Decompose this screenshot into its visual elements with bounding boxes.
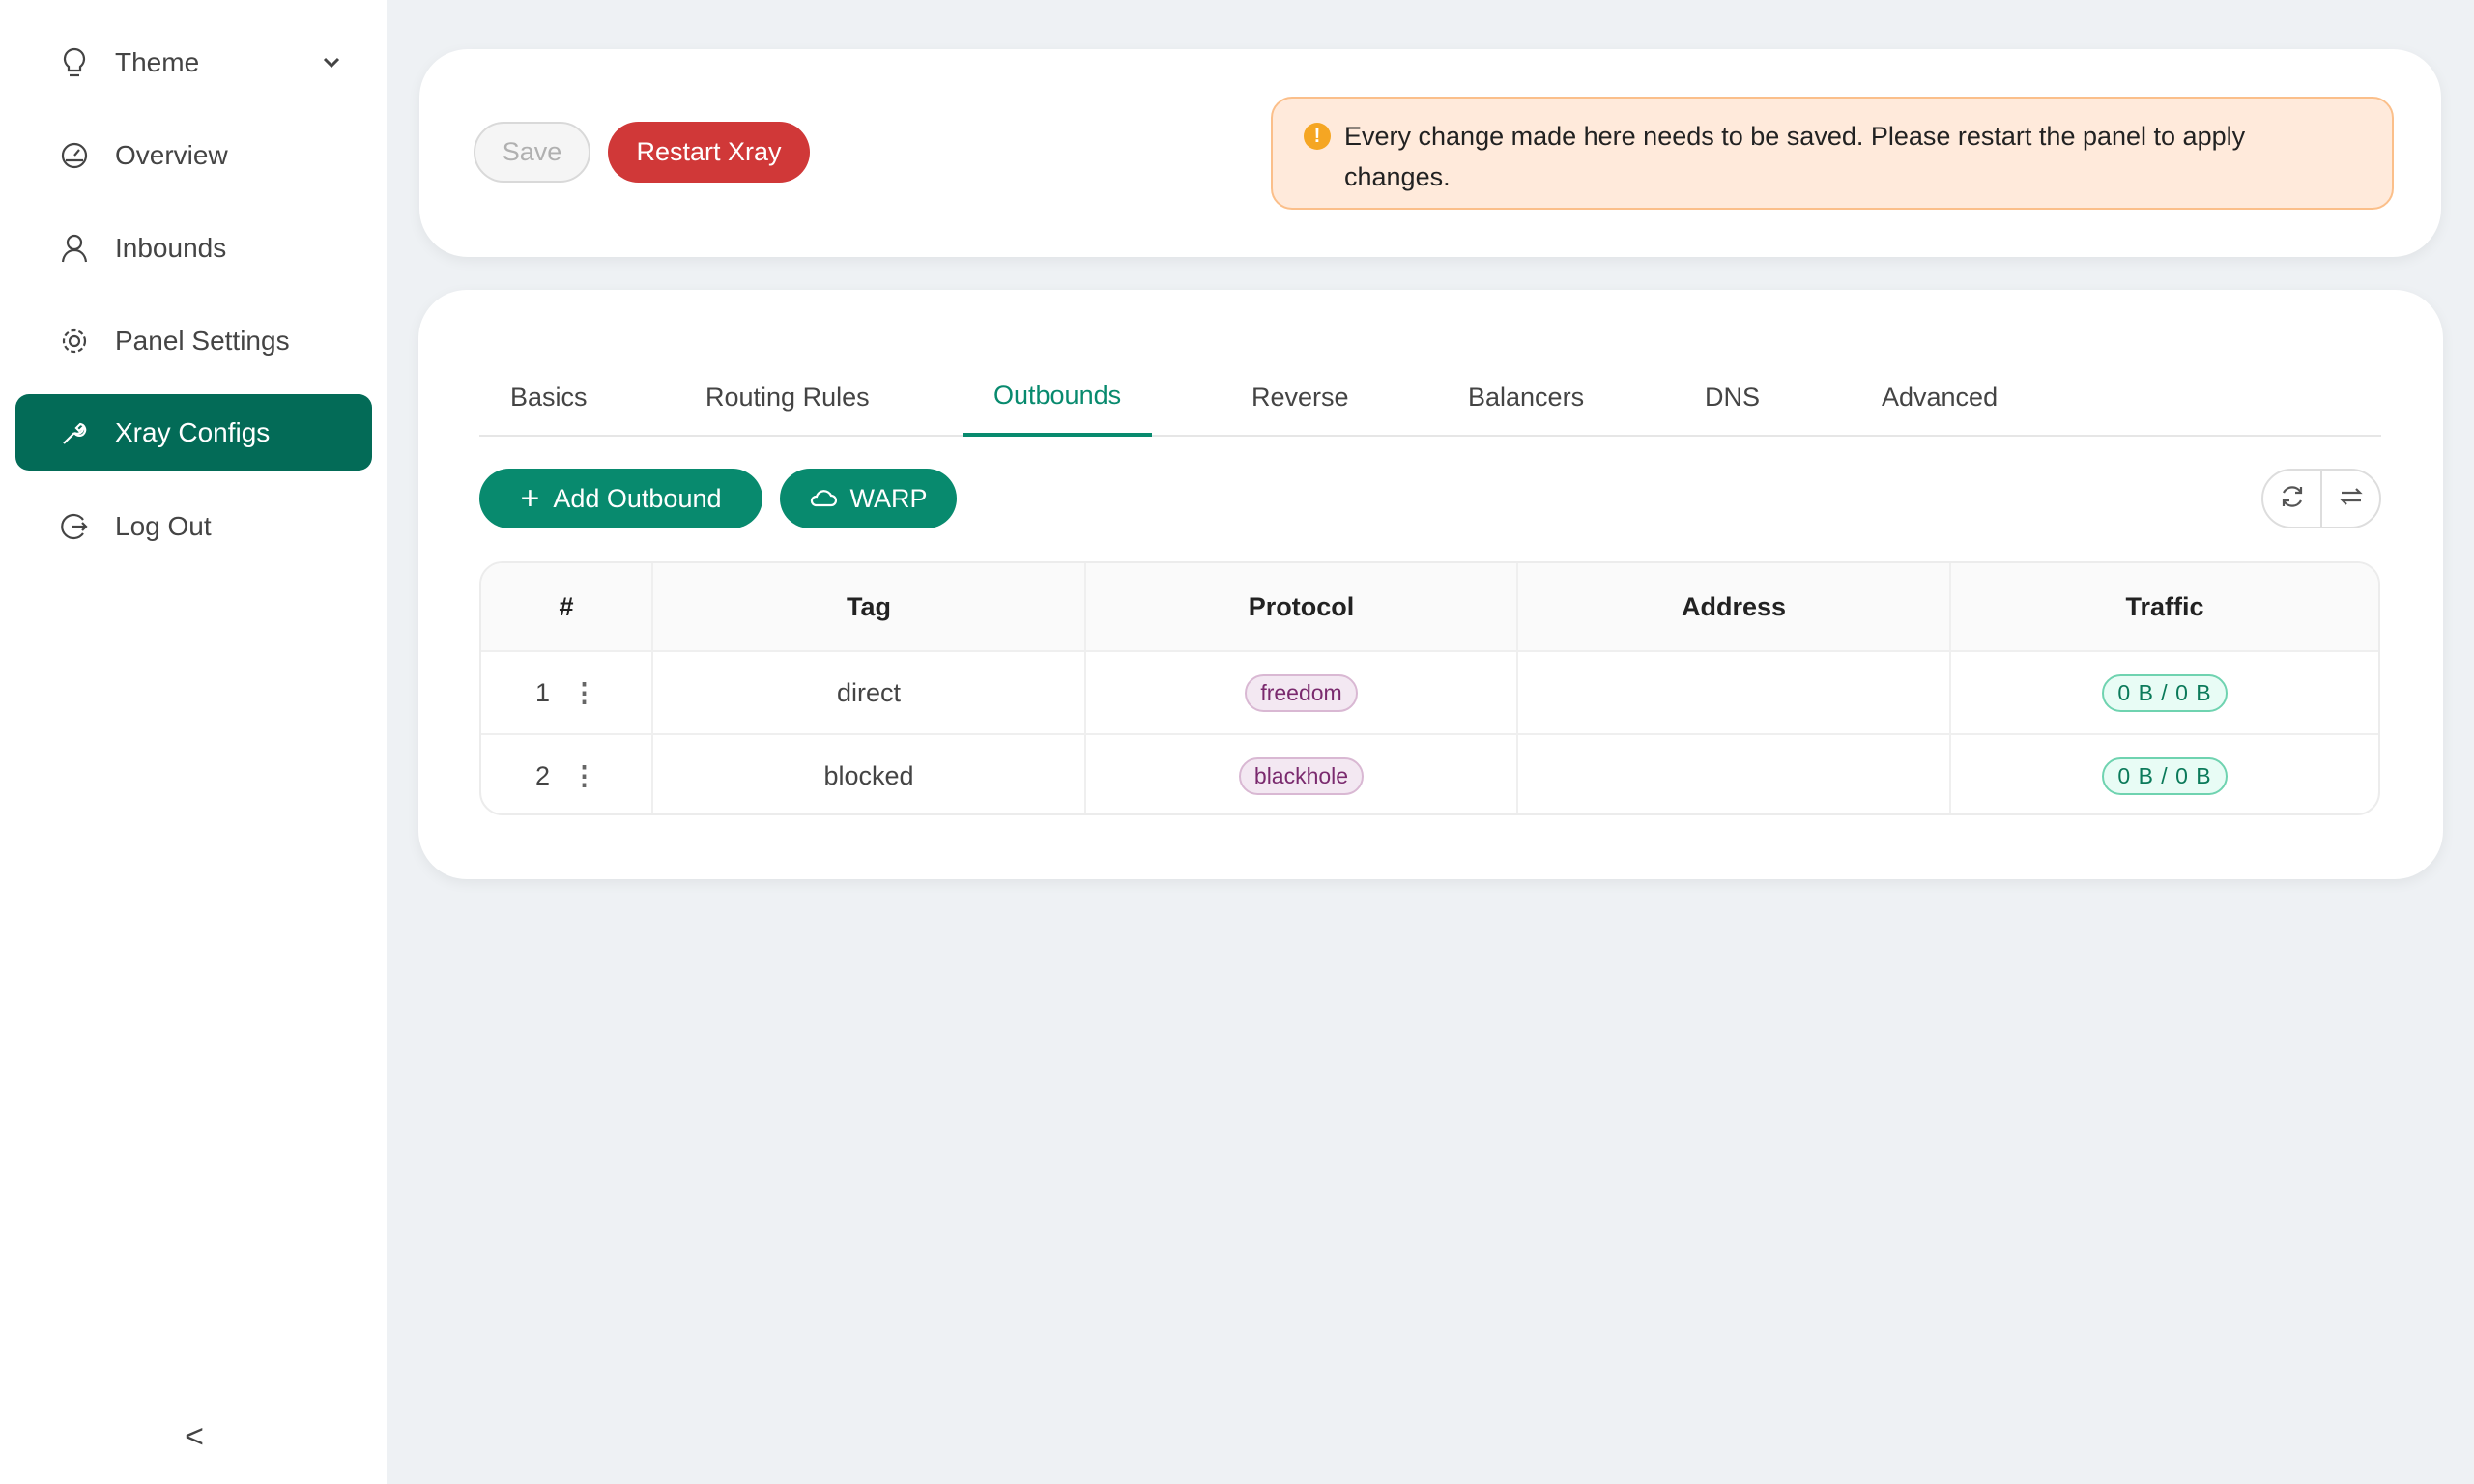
sidebar-item-inbounds[interactable]: Inbounds: [15, 210, 372, 286]
address-cell: [1518, 652, 1951, 733]
more-menu-icon[interactable]: ⋮: [571, 761, 598, 790]
save-warning-alert: ! Every change made here needs to be sav…: [1271, 97, 2394, 210]
tool-icon: [58, 416, 91, 449]
tab-basics[interactable]: Basics: [510, 382, 588, 412]
table-header: # Tag Protocol Address Traffic: [481, 563, 2378, 652]
traffic-cell: 0 B / 0 B: [1951, 652, 2378, 733]
header-traffic: Traffic: [2125, 591, 2204, 621]
sidebar-item-overview[interactable]: Overview: [15, 117, 372, 193]
row-number: 2: [534, 761, 551, 790]
sidebar-item-label: Log Out: [115, 510, 212, 541]
bulb-icon: [58, 46, 91, 79]
row-number-cell: 2 ⋮: [481, 735, 653, 813]
restart-xray-button[interactable]: Restart Xray: [608, 122, 810, 183]
warp-button[interactable]: WARP: [780, 469, 957, 528]
add-outbound-label: Add Outbound: [553, 483, 722, 513]
table-row: 2 ⋮ blocked blackhole 0 B / 0 B: [481, 735, 2378, 813]
tab-outbounds[interactable]: Outbounds: [963, 357, 1153, 437]
logout-icon: [58, 510, 91, 543]
sidebar-item-theme[interactable]: Theme: [15, 24, 372, 100]
tab-balancers[interactable]: Balancers: [1468, 382, 1585, 412]
dashboard-icon: [58, 139, 91, 172]
add-outbound-button[interactable]: + Add Outbound: [479, 469, 762, 528]
sidebar-item-panel-settings[interactable]: Panel Settings: [15, 302, 372, 379]
swap-icon: [2339, 484, 2364, 514]
protocol-cell: blackhole: [1086, 735, 1518, 813]
tab-routing-rules[interactable]: Routing Rules: [705, 382, 870, 412]
traffic-badge: 0 B / 0 B: [2102, 757, 2228, 795]
header-address: Address: [1518, 563, 1951, 650]
table-tools: [2261, 469, 2381, 528]
plus-icon: +: [520, 479, 540, 517]
user-icon: [58, 232, 91, 265]
sidebar: Theme Overview Inbounds Panel Settings X…: [0, 0, 387, 1484]
exclamation-icon: !: [1304, 123, 1331, 150]
more-menu-icon[interactable]: ⋮: [571, 677, 598, 707]
sidebar-item-label: Panel Settings: [115, 325, 290, 356]
config-tabs: Basics Routing Rules Outbounds Reverse B…: [479, 357, 2381, 437]
sidebar-item-label: Theme: [115, 46, 200, 77]
row-number-cell: 1 ⋮: [481, 652, 653, 733]
refresh-icon: [2279, 483, 2306, 515]
tab-reverse[interactable]: Reverse: [1251, 382, 1349, 412]
tab-advanced[interactable]: Advanced: [1882, 382, 1999, 412]
protocol-cell: freedom: [1086, 652, 1518, 733]
tag-cell: direct: [653, 652, 1086, 733]
protocol-badge: blackhole: [1238, 757, 1365, 795]
tab-dns[interactable]: DNS: [1705, 382, 1761, 412]
sidebar-item-label: Overview: [115, 139, 228, 170]
cloud-icon: [810, 484, 837, 514]
alert-text: Every change made here needs to be saved…: [1344, 122, 2246, 191]
traffic-badge: 0 B / 0 B: [2102, 673, 2228, 712]
swap-button[interactable]: [2322, 471, 2379, 527]
sidebar-item-label: Xray Configs: [115, 416, 271, 447]
header-protocol: Protocol: [1086, 563, 1518, 650]
outbounds-table: # Tag Protocol Address Traffic 1 ⋮ direct…: [479, 561, 2380, 815]
header-number: #: [481, 563, 653, 650]
sidebar-item-xray-configs[interactable]: Xray Configs: [15, 394, 372, 471]
address-cell: [1518, 735, 1951, 813]
table-row: 1 ⋮ direct freedom 0 B / 0 B: [481, 652, 2378, 735]
gear-icon: [58, 325, 91, 357]
save-button[interactable]: Save: [474, 122, 590, 183]
warp-label: WARP: [849, 483, 928, 513]
collapse-sidebar-button[interactable]: <: [185, 1418, 204, 1455]
tag-cell: blocked: [653, 735, 1086, 813]
sidebar-item-label: Inbounds: [115, 232, 227, 263]
traffic-cell: 0 B / 0 B: [1951, 735, 2378, 813]
header-tag: Tag: [653, 563, 1086, 650]
chevron-down-icon: [322, 50, 341, 75]
protocol-badge: freedom: [1245, 673, 1358, 712]
sidebar-item-log-out[interactable]: Log Out: [15, 488, 372, 564]
row-number: 1: [534, 677, 551, 707]
refresh-button[interactable]: [2263, 471, 2322, 527]
